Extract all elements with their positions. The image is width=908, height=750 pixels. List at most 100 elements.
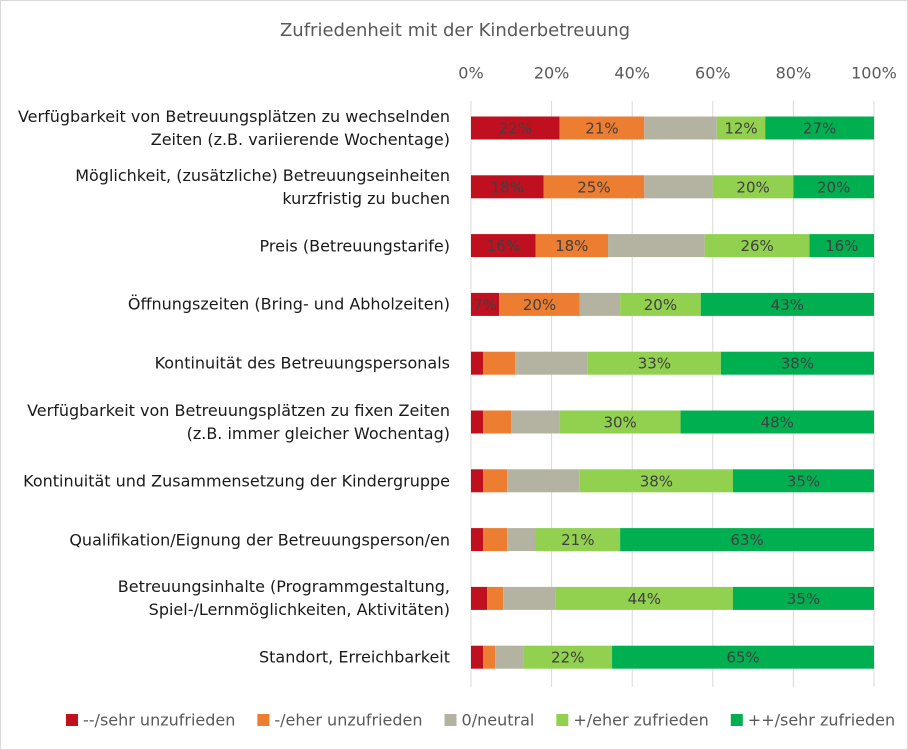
- data-label: 21%: [561, 531, 594, 549]
- data-label: 20%: [736, 178, 769, 196]
- data-label: 27%: [803, 120, 836, 138]
- data-label: 38%: [640, 472, 673, 490]
- data-label: 22%: [499, 120, 532, 138]
- bar-segment: [555, 586, 733, 610]
- category-label: Betreuungsinhalte (Programmgestaltung, S…: [117, 577, 450, 620]
- category-label: Möglichkeit, (zusätzliche) Betreuungsein…: [75, 165, 450, 208]
- data-label: 30%: [603, 414, 636, 432]
- data-label: 26%: [740, 237, 773, 255]
- category-label: Verfügbarkeit von Betreuungsplätzen zu w…: [17, 107, 450, 149]
- bar-segment: [507, 469, 580, 493]
- bar-segment: [608, 234, 705, 258]
- data-label: 33%: [638, 355, 671, 373]
- data-label: 20%: [644, 296, 677, 314]
- data-label: 43%: [771, 296, 804, 314]
- legend-swatch: [730, 714, 743, 726]
- data-label: 16%: [487, 237, 520, 255]
- bar-segment: [732, 469, 874, 493]
- legend-swatch: [257, 714, 270, 726]
- data-label: 44%: [628, 590, 661, 608]
- bar-segment: [644, 116, 717, 140]
- x-tick-label: 0%: [458, 64, 483, 83]
- bar-segment: [809, 234, 874, 258]
- bar-segment: [720, 351, 874, 375]
- data-label: 25%: [577, 178, 610, 196]
- bar-segment: [620, 292, 701, 316]
- x-tick-label: 80%: [776, 64, 812, 83]
- data-label: 12%: [724, 120, 757, 138]
- legend-label: +/eher zufrieden: [573, 711, 708, 730]
- bar-segment: [644, 175, 713, 199]
- data-label: 7%: [473, 296, 497, 314]
- bar-segment: [471, 410, 484, 434]
- legend-label: 0/neutral: [462, 711, 535, 730]
- bar-segment: [511, 410, 560, 434]
- bar-segment: [483, 645, 496, 669]
- data-label: 63%: [730, 531, 763, 549]
- data-label: 21%: [585, 120, 618, 138]
- x-tick-label: 60%: [695, 64, 731, 83]
- data-label: 38%: [781, 355, 814, 373]
- legend-label: ++/sehr zufrieden: [748, 711, 895, 730]
- category-label: Standort, Erreichbarkeit: [259, 647, 450, 667]
- data-label: 20%: [523, 296, 556, 314]
- data-label: 65%: [726, 649, 759, 667]
- bar-segment: [700, 292, 874, 316]
- data-label: 18%: [491, 178, 524, 196]
- bar-segment: [793, 175, 874, 199]
- data-label: 48%: [761, 414, 794, 432]
- bar-segment: [503, 586, 556, 610]
- bar-segment: [483, 351, 516, 375]
- bar-segment: [507, 528, 536, 552]
- bar-segment: [620, 528, 874, 552]
- bar-segment: [712, 175, 794, 199]
- chart-title: Zufriedenheit mit der Kinderbetreuung: [280, 20, 630, 41]
- bar-segment: [535, 528, 621, 552]
- legend-swatch: [444, 714, 457, 726]
- bar-segment: [471, 469, 484, 493]
- bar-segment: [704, 234, 810, 258]
- category-label: Öffnungszeiten (Bring- und Abholzeiten): [127, 294, 450, 314]
- bar-segment: [543, 175, 645, 199]
- data-label: 22%: [551, 649, 584, 667]
- bar-segment: [559, 410, 681, 434]
- bar-segment: [680, 410, 874, 434]
- bar-segment: [471, 175, 544, 199]
- legend-swatch: [66, 714, 78, 726]
- bar-segment: [559, 116, 645, 140]
- data-label: 18%: [555, 237, 588, 255]
- bar-segment: [515, 351, 588, 375]
- bar-segment: [471, 645, 484, 669]
- category-label: Preis (Betreuungstarife): [259, 236, 450, 256]
- x-tick-label: 20%: [534, 64, 570, 83]
- bar-segment: [471, 586, 488, 610]
- bar-segment: [487, 586, 504, 610]
- bar-segment: [535, 234, 609, 258]
- bar-segment: [483, 469, 508, 493]
- bar-segment: [579, 292, 621, 316]
- bar-segment: [765, 116, 874, 140]
- bar-segment: [471, 528, 484, 552]
- data-label: 20%: [817, 178, 850, 196]
- category-label: Verfügbarkeit von Betreuungsplätzen zu f…: [27, 401, 450, 443]
- bar-segment: [471, 292, 500, 316]
- bar-segment: [483, 528, 508, 552]
- bar-segment: [483, 410, 512, 434]
- bar-segment: [587, 351, 721, 375]
- bar-segment: [732, 586, 874, 610]
- bar-segment: [579, 469, 733, 493]
- bar-segment: [499, 292, 580, 316]
- category-label: Kontinuität des Betreuungspersonals: [154, 353, 450, 373]
- category-label: Qualifikation/Eignung der Betreuungspers…: [69, 530, 450, 550]
- data-label: 35%: [787, 590, 820, 608]
- bar-segment: [612, 645, 874, 669]
- bar-segment: [523, 645, 613, 669]
- bar-segment: [495, 645, 524, 669]
- x-tick-label: 40%: [614, 64, 650, 83]
- bar-segment: [471, 116, 560, 140]
- legend-label: -/eher unzufrieden: [274, 711, 422, 730]
- bar-segment: [471, 351, 484, 375]
- bar-segment: [471, 234, 536, 258]
- legend-swatch: [556, 714, 569, 726]
